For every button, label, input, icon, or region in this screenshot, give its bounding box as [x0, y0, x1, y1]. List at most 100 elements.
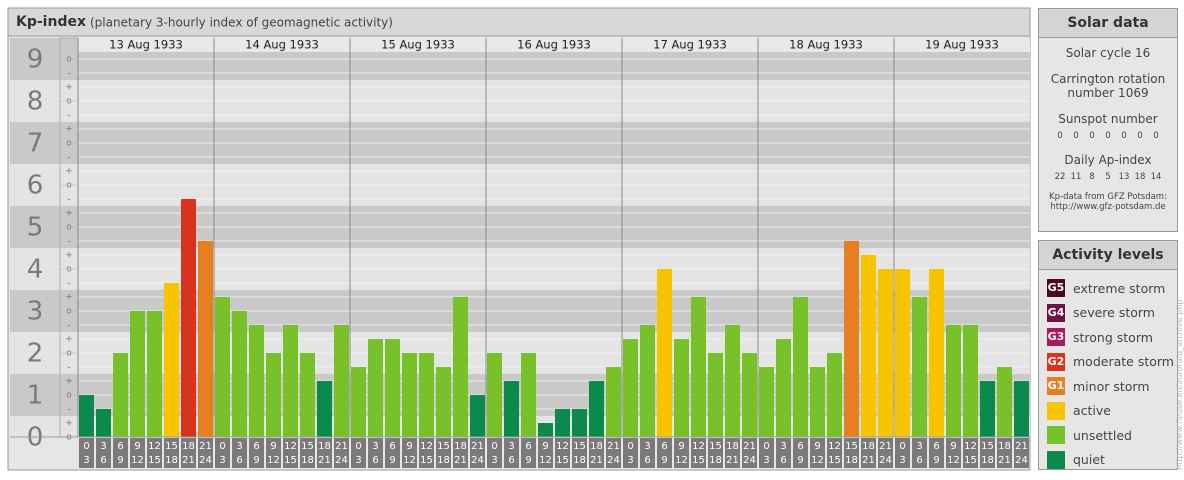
bar — [317, 381, 332, 437]
hour-label: 6 — [797, 441, 803, 452]
hour-label: 9 — [270, 441, 276, 452]
hour-label: 9 — [117, 455, 123, 466]
carrington: Carrington rotation number 1069 — [1050, 72, 1166, 100]
y-tick-label: 6 — [27, 171, 44, 201]
hour-label: 9 — [814, 441, 820, 452]
hour-label: 0 — [627, 441, 633, 452]
hour-box — [283, 438, 298, 468]
sunspot-value: 0 — [1137, 131, 1143, 141]
hour-label: 12 — [675, 455, 688, 466]
hour-label: 9 — [253, 455, 259, 466]
hour-label: 9 — [678, 441, 684, 452]
hour-box — [572, 438, 587, 468]
hour-box — [793, 438, 808, 468]
bar — [198, 240, 213, 437]
hour-box — [419, 438, 434, 468]
legend: G5 extreme storm G4 severe storm G3 strong st… — [1039, 270, 1177, 472]
bar — [453, 297, 468, 437]
hour-label: 12 — [403, 455, 416, 466]
hour-box — [317, 438, 332, 468]
legend-swatch: G1 — [1047, 377, 1065, 396]
hour-label: 3 — [763, 455, 769, 466]
hour-label: 15 — [845, 441, 858, 452]
bar — [946, 324, 961, 437]
legend-swatch — [1047, 401, 1065, 420]
hour-box — [776, 438, 791, 468]
hour-label: 6 — [525, 441, 531, 452]
hour-box — [436, 438, 451, 468]
bar — [844, 240, 859, 437]
minor-tick-label: - — [67, 152, 70, 162]
bar — [113, 353, 128, 437]
hour-label: 0 — [219, 441, 225, 452]
legend-item: G3 strong storm — [1039, 325, 1177, 350]
hour-label: 21 — [199, 441, 212, 452]
legend-swatch — [1047, 450, 1065, 469]
y-tick-label: 5 — [27, 213, 44, 243]
hour-label: 0 — [899, 441, 905, 452]
hour-label: 21 — [471, 441, 484, 452]
minor-tick-label: o — [66, 97, 72, 107]
legend-item: G4 severe storm — [1039, 301, 1177, 326]
bar — [181, 198, 196, 437]
legend-item: active — [1039, 399, 1177, 424]
hour-box — [249, 438, 264, 468]
hour-label: 12 — [692, 441, 705, 452]
hour-box — [164, 438, 179, 468]
hour-box — [725, 438, 740, 468]
hour-label: 12 — [148, 441, 161, 452]
ap-value: 13 — [1118, 172, 1130, 182]
hour-box — [215, 438, 230, 468]
bar — [997, 366, 1012, 437]
hour-box — [606, 438, 621, 468]
hour-label: 18 — [726, 441, 739, 452]
hour-label: 12 — [420, 441, 433, 452]
hour-box — [742, 438, 757, 468]
minor-tick-label: - — [67, 236, 70, 246]
sunspot-label: Sunspot number — [1058, 112, 1158, 126]
hour-label: 0 — [763, 441, 769, 452]
hour-label: 3 — [508, 441, 514, 452]
hour-box — [980, 438, 995, 468]
hour-label: 15 — [981, 441, 994, 452]
hour-box — [759, 438, 774, 468]
bar — [249, 324, 264, 437]
hour-label: 15 — [165, 441, 178, 452]
legend-swatch: G5 — [1047, 279, 1065, 298]
hour-label: 9 — [661, 455, 667, 466]
y-tick-label: 3 — [27, 297, 44, 327]
hour-label: 12 — [131, 455, 144, 466]
hour-label: 21 — [335, 441, 348, 452]
hour-box — [691, 438, 706, 468]
bar — [283, 324, 298, 437]
hour-label: 18 — [165, 455, 178, 466]
sunspot-value: 0 — [1057, 131, 1063, 141]
bar — [79, 395, 94, 437]
hour-label: 21 — [879, 441, 892, 452]
minor-tick-label: - — [67, 320, 70, 330]
hour-box — [198, 438, 213, 468]
hour-label: 3 — [491, 455, 497, 466]
hour-box — [96, 438, 111, 468]
hour-box — [521, 438, 536, 468]
bar — [436, 366, 451, 437]
kp-chart: Kp-index (planetary 3-hourly index of ge… — [7, 7, 1031, 471]
hour-label: 18 — [454, 441, 467, 452]
hour-label: 15 — [420, 455, 433, 466]
hour-box — [130, 438, 145, 468]
legend-item: unsettled — [1039, 423, 1177, 448]
hour-label: 21 — [318, 455, 331, 466]
sunspot-value: 0 — [1073, 131, 1079, 141]
bar — [555, 408, 570, 437]
legend-label: quiet — [1073, 452, 1105, 468]
hour-box — [300, 438, 315, 468]
hour-label: 6 — [389, 441, 395, 452]
hour-label: 21 — [998, 455, 1011, 466]
hour-box — [504, 438, 519, 468]
y-tick-label: 1 — [27, 381, 44, 411]
hour-label: 21 — [726, 455, 739, 466]
hour-box — [929, 438, 944, 468]
bar — [929, 269, 944, 437]
bar — [878, 269, 893, 437]
